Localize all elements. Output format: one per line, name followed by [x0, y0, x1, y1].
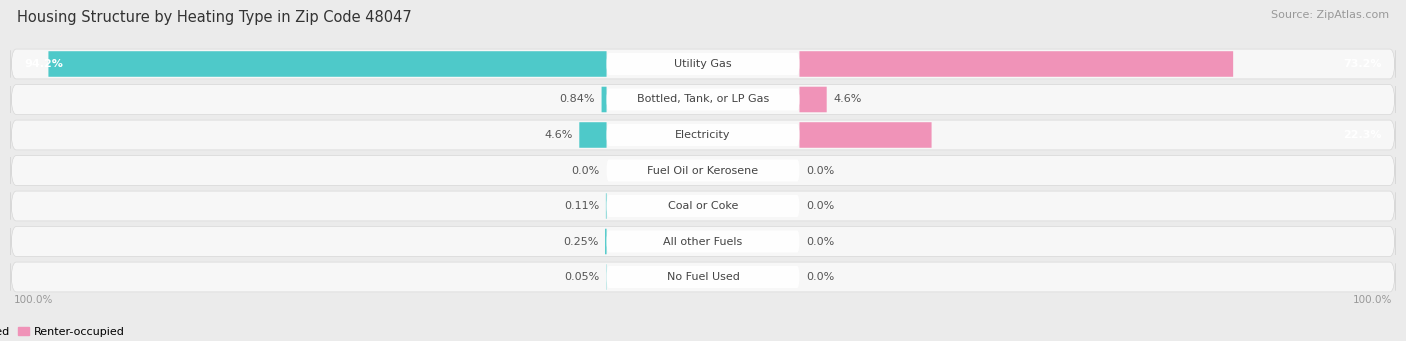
FancyBboxPatch shape — [48, 51, 606, 77]
FancyBboxPatch shape — [606, 160, 800, 181]
Text: Fuel Oil or Kerosene: Fuel Oil or Kerosene — [647, 165, 759, 176]
FancyBboxPatch shape — [11, 262, 1395, 292]
Text: All other Fuels: All other Fuels — [664, 237, 742, 247]
Text: 94.2%: 94.2% — [24, 59, 63, 69]
Text: Utility Gas: Utility Gas — [675, 59, 731, 69]
FancyBboxPatch shape — [800, 87, 827, 112]
FancyBboxPatch shape — [606, 266, 800, 288]
Text: 4.6%: 4.6% — [544, 130, 572, 140]
FancyBboxPatch shape — [605, 229, 606, 254]
Text: Source: ZipAtlas.com: Source: ZipAtlas.com — [1271, 10, 1389, 20]
Text: 0.0%: 0.0% — [807, 272, 835, 282]
FancyBboxPatch shape — [11, 120, 1395, 150]
Text: 0.11%: 0.11% — [564, 201, 599, 211]
Text: 22.3%: 22.3% — [1343, 130, 1382, 140]
FancyBboxPatch shape — [11, 49, 1395, 79]
FancyBboxPatch shape — [11, 85, 1395, 115]
Legend: Owner-occupied, Renter-occupied: Owner-occupied, Renter-occupied — [0, 322, 129, 341]
Text: 0.0%: 0.0% — [807, 201, 835, 211]
Text: 0.0%: 0.0% — [807, 237, 835, 247]
Text: Electricity: Electricity — [675, 130, 731, 140]
Text: 0.0%: 0.0% — [571, 165, 599, 176]
FancyBboxPatch shape — [11, 155, 1395, 186]
Text: 100.0%: 100.0% — [14, 295, 53, 305]
Text: 0.84%: 0.84% — [560, 94, 595, 104]
FancyBboxPatch shape — [11, 226, 1395, 256]
Text: Coal or Coke: Coal or Coke — [668, 201, 738, 211]
Text: 0.0%: 0.0% — [807, 165, 835, 176]
FancyBboxPatch shape — [11, 191, 1395, 221]
FancyBboxPatch shape — [800, 122, 932, 148]
Text: 0.25%: 0.25% — [562, 237, 598, 247]
Text: 0.05%: 0.05% — [564, 272, 599, 282]
FancyBboxPatch shape — [579, 122, 606, 148]
Text: Bottled, Tank, or LP Gas: Bottled, Tank, or LP Gas — [637, 94, 769, 104]
FancyBboxPatch shape — [606, 195, 800, 217]
Text: No Fuel Used: No Fuel Used — [666, 272, 740, 282]
FancyBboxPatch shape — [800, 51, 1233, 77]
FancyBboxPatch shape — [606, 53, 800, 75]
FancyBboxPatch shape — [606, 89, 800, 110]
FancyBboxPatch shape — [606, 231, 800, 252]
FancyBboxPatch shape — [606, 124, 800, 146]
Text: 73.2%: 73.2% — [1343, 59, 1382, 69]
Text: Housing Structure by Heating Type in Zip Code 48047: Housing Structure by Heating Type in Zip… — [17, 10, 412, 25]
Text: 4.6%: 4.6% — [834, 94, 862, 104]
Text: 100.0%: 100.0% — [1353, 295, 1392, 305]
FancyBboxPatch shape — [602, 87, 606, 112]
